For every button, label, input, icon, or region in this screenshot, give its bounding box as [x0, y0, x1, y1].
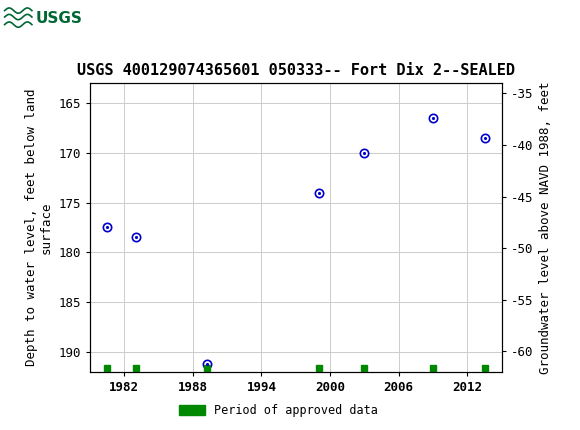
Title: USGS 400129074365601 050333-- Fort Dix 2--SEALED: USGS 400129074365601 050333-- Fort Dix 2…	[77, 63, 515, 78]
FancyBboxPatch shape	[3, 2, 70, 36]
Text: USGS: USGS	[36, 12, 83, 26]
Y-axis label: Depth to water level, feet below land
surface: Depth to water level, feet below land su…	[25, 89, 53, 366]
Y-axis label: Groundwater level above NAVD 1988, feet: Groundwater level above NAVD 1988, feet	[539, 81, 552, 374]
Legend: Period of approved data: Period of approved data	[174, 399, 383, 422]
